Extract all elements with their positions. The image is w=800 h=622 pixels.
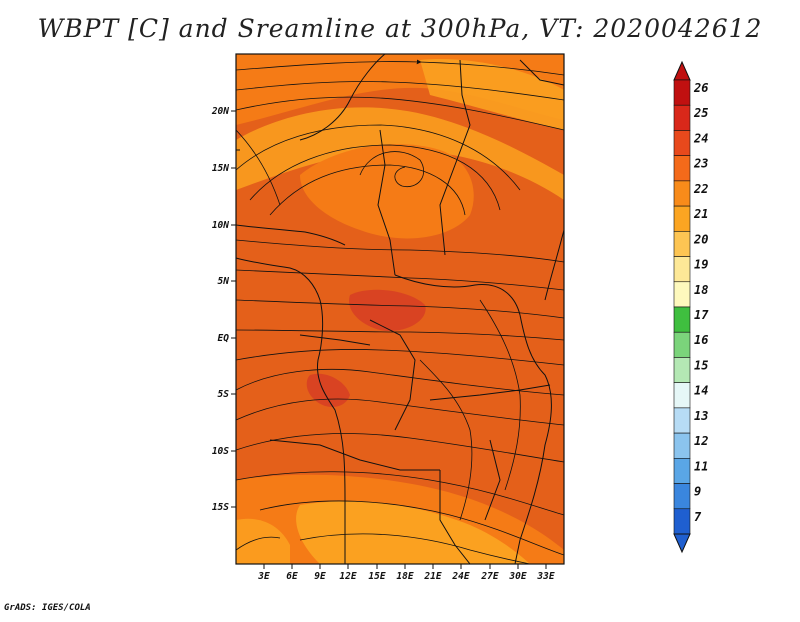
coastlines: [236, 54, 564, 564]
colorbar-swatch: [673, 407, 691, 434]
colorbar-swatch: [673, 306, 691, 333]
lon-label: 30E: [508, 571, 526, 582]
colorbar-label: 19: [694, 258, 708, 272]
map-area[interactable]: [236, 54, 564, 564]
lon-label: 18E: [396, 571, 413, 582]
lat-label: 20N: [211, 106, 229, 117]
colorbar-swatch: [673, 130, 691, 156]
colorbar-label: 26: [693, 81, 708, 95]
colorbar-swatch: [673, 231, 691, 257]
field-eq-core: [349, 289, 426, 331]
colorbar-swatch: [673, 205, 691, 232]
colorbar-swatch: [673, 256, 691, 283]
lon-label: 15E: [368, 571, 385, 582]
colorbar-label: 15: [694, 358, 708, 372]
lon-label: 33E: [536, 571, 554, 582]
lat-axis: 20N 15N 10N 5N EQ 5S 10S 15S: [211, 106, 236, 513]
field-south-core: [296, 501, 530, 564]
lat-label: 15N: [212, 163, 229, 174]
colorbar-label: 17: [694, 308, 709, 322]
lat-label: 5N: [218, 276, 230, 287]
colorbar-label: 24: [693, 131, 708, 145]
colorbar: 26 25 24 23 22 21 20 19 18 17 16 15 14 13 12 11 9 7: [673, 60, 709, 554]
colorbar-swatch: [673, 180, 691, 207]
colorbar-swatch: [673, 331, 691, 358]
colorbar-swatch: [673, 104, 691, 131]
colorbar-label: 20: [693, 232, 708, 246]
field-ne-patch: [420, 59, 564, 130]
colorbar-label: 18: [694, 283, 708, 297]
lon-label: 12E: [339, 571, 356, 582]
map-frame: [235, 53, 565, 565]
grads-credit: GrADS: IGES/COLA: [4, 603, 91, 613]
colorbar-swatch: [673, 79, 691, 106]
colorbar-label: 7: [694, 510, 702, 524]
streamlines: [236, 59, 564, 564]
field-north-core: [300, 144, 474, 239]
colorbar-label: 23: [693, 157, 708, 171]
colorbar-swatch: [673, 508, 691, 535]
lon-label: 6E: [286, 571, 298, 582]
colorbar-label: 16: [694, 333, 708, 347]
lat-label: 10S: [212, 446, 229, 457]
lon-label: 3E: [257, 571, 270, 582]
colorbar-label: 14: [694, 384, 708, 398]
colorbar-swatch: [673, 432, 691, 459]
colorbar-label: 12: [694, 434, 708, 448]
colorbar-swatch: [673, 382, 691, 409]
lon-axis: 3E 6E 9E 12E 15E 18E 21E 24E 27E 30E 33E: [257, 564, 555, 582]
colorbar-swatch: [673, 357, 691, 383]
lat-label: EQ: [218, 333, 230, 344]
chart-title: WBPT [C] and Sreamline at 300hPa, VT: 20…: [37, 14, 763, 43]
colorbar-label: 22: [693, 182, 708, 196]
lon-label: 27E: [480, 571, 498, 582]
lat-label: 15S: [212, 502, 229, 513]
colorbar-label: 21: [693, 207, 708, 221]
lon-label: 9E: [314, 571, 326, 582]
colorbar-arrow-top: [673, 60, 691, 81]
field-north-ring: [236, 107, 564, 200]
colorbar-arrow-bottom: [673, 533, 691, 554]
colorbar-swatch: [673, 281, 691, 308]
field-south-tip: [236, 518, 290, 564]
lat-label: 5S: [218, 389, 230, 400]
colorbar-swatch: [673, 458, 691, 484]
lon-label: 21E: [423, 571, 441, 582]
colorbar-swatch: [673, 483, 691, 510]
lat-label: 10N: [212, 220, 229, 231]
colorbar-swatch: [673, 155, 691, 182]
colorbar-label: 11: [694, 459, 708, 473]
colorbar-label: 25: [693, 106, 708, 120]
colorbar-label: 9: [694, 485, 701, 499]
lon-label: 24E: [451, 571, 469, 582]
colorbar-label: 13: [694, 409, 708, 423]
